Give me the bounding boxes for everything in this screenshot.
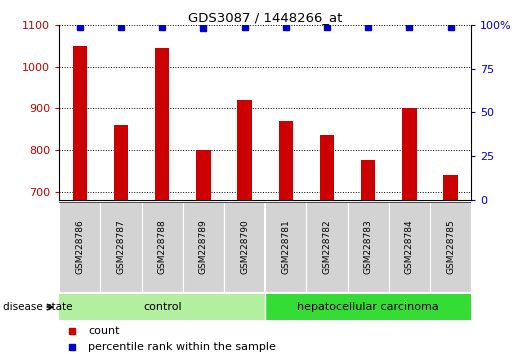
- Text: GSM228781: GSM228781: [281, 219, 290, 274]
- Bar: [59, 294, 265, 320]
- Bar: [306, 202, 348, 292]
- Bar: [142, 202, 183, 292]
- Text: GSM228784: GSM228784: [405, 219, 414, 274]
- Text: GSM228790: GSM228790: [240, 219, 249, 274]
- Bar: [100, 202, 142, 292]
- Bar: [402, 108, 417, 200]
- Title: GDS3087 / 1448266_at: GDS3087 / 1448266_at: [188, 11, 342, 24]
- Text: hepatocellular carcinoma: hepatocellular carcinoma: [297, 302, 439, 312]
- Bar: [224, 202, 265, 292]
- Text: GSM228785: GSM228785: [446, 219, 455, 274]
- Bar: [155, 48, 169, 200]
- Bar: [348, 202, 389, 292]
- Text: GSM228787: GSM228787: [116, 219, 126, 274]
- Text: GSM228786: GSM228786: [75, 219, 84, 274]
- Bar: [389, 202, 430, 292]
- Bar: [361, 160, 375, 200]
- Bar: [265, 202, 306, 292]
- Text: control: control: [143, 302, 181, 312]
- Bar: [443, 175, 458, 200]
- Bar: [430, 202, 471, 292]
- Bar: [59, 202, 100, 292]
- Text: GSM228782: GSM228782: [322, 219, 332, 274]
- Bar: [265, 294, 471, 320]
- Text: GSM228783: GSM228783: [364, 219, 373, 274]
- Bar: [114, 125, 128, 200]
- Text: GSM228788: GSM228788: [158, 219, 167, 274]
- Text: percentile rank within the sample: percentile rank within the sample: [88, 342, 276, 352]
- Text: disease state: disease state: [3, 302, 72, 312]
- Text: GSM228789: GSM228789: [199, 219, 208, 274]
- Bar: [183, 202, 224, 292]
- Bar: [320, 135, 334, 200]
- Bar: [196, 150, 211, 200]
- Bar: [237, 100, 252, 200]
- Bar: [279, 121, 293, 200]
- Bar: [73, 46, 87, 200]
- Text: count: count: [88, 326, 119, 336]
